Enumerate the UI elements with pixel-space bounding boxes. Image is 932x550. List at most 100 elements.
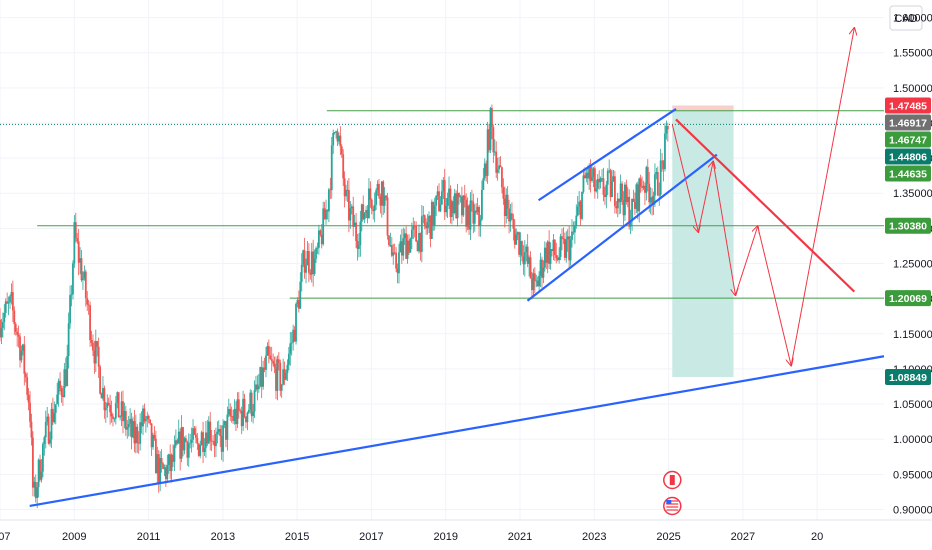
price-badge: 1.46917 xyxy=(885,114,931,131)
time-tick-label: 2013 xyxy=(211,531,235,543)
candle-body xyxy=(403,233,406,239)
candle-body xyxy=(233,408,236,421)
candle-body xyxy=(343,178,346,197)
candle-body xyxy=(235,408,237,425)
event-icons[interactable] xyxy=(663,470,682,516)
candle-body xyxy=(418,233,420,252)
candle-body xyxy=(486,129,489,176)
candle-body xyxy=(536,280,539,287)
trendlines[interactable] xyxy=(29,108,885,508)
price-badge-label: 1.20069 xyxy=(889,293,927,305)
projection-path[interactable] xyxy=(671,28,854,366)
candle-body xyxy=(419,233,422,252)
projection-segment[interactable] xyxy=(697,162,713,232)
projection-segment[interactable] xyxy=(790,28,854,366)
candle-body xyxy=(64,369,67,387)
candle-body xyxy=(210,440,213,442)
trendline[interactable] xyxy=(675,118,856,293)
candle-body xyxy=(0,319,1,338)
candle-body xyxy=(273,363,276,368)
candle-body xyxy=(455,193,458,219)
candle-body xyxy=(459,196,462,198)
candle-body xyxy=(227,409,230,415)
candle-body xyxy=(290,342,293,344)
price-tick-label: 1.35000 xyxy=(893,188,932,200)
candle-body xyxy=(479,219,482,226)
candle-body xyxy=(43,437,46,445)
usa-flag-icon[interactable] xyxy=(663,496,682,516)
candle-body xyxy=(518,232,520,255)
candle-body xyxy=(335,131,337,133)
candle-body xyxy=(126,427,129,430)
projection-segment[interactable] xyxy=(712,161,735,296)
candle-body xyxy=(360,204,363,222)
candle-body xyxy=(137,442,140,444)
candle-body xyxy=(114,403,117,419)
price-badge-label: 1.46747 xyxy=(889,135,927,147)
candle-body xyxy=(368,188,370,219)
candle-body xyxy=(20,350,23,361)
candle-body xyxy=(33,481,36,488)
candle-body xyxy=(116,392,119,404)
candle-body xyxy=(593,168,596,192)
candle-body xyxy=(90,340,93,343)
candle-body xyxy=(425,224,428,229)
candle-body xyxy=(465,199,468,227)
price-badge: 1.30380 xyxy=(885,217,931,234)
candle-body xyxy=(279,362,282,391)
projection-segment[interactable] xyxy=(734,226,757,296)
candle-body xyxy=(226,414,229,440)
candle-body xyxy=(63,369,66,398)
candle-body xyxy=(409,238,412,253)
candle-body xyxy=(92,342,94,351)
grid xyxy=(0,0,884,520)
candle-body xyxy=(107,402,110,406)
candle-body xyxy=(328,189,330,212)
candle-body xyxy=(569,239,572,261)
candle-body xyxy=(269,355,272,360)
projection-segment[interactable] xyxy=(757,226,791,365)
candle-body xyxy=(450,201,453,218)
price-badge-bg xyxy=(885,148,931,165)
candle-body xyxy=(522,256,525,265)
take-profit-zone[interactable] xyxy=(672,110,734,378)
candle-body xyxy=(100,393,103,399)
candle-body xyxy=(358,245,360,249)
candle-body xyxy=(548,241,551,264)
candle-body xyxy=(292,329,295,343)
candle-body xyxy=(257,386,260,390)
candle-body xyxy=(232,416,234,421)
candle-body xyxy=(426,222,429,229)
candle-body xyxy=(109,405,112,413)
price-badge: 1.46747 xyxy=(885,131,931,148)
candle-body xyxy=(416,241,419,252)
candle-body xyxy=(266,346,269,356)
candle-body xyxy=(535,280,538,282)
stop-loss-zone[interactable] xyxy=(672,105,734,111)
candle-body xyxy=(140,422,143,427)
time-axis[interactable]: 2007 2009 2011 2013 2015 2017 2019 2021 2023 2025… xyxy=(0,519,932,550)
projection-segment[interactable] xyxy=(671,124,698,232)
candle-body xyxy=(471,200,473,203)
candle-body xyxy=(3,312,6,323)
candle-body xyxy=(412,225,415,230)
candle-body xyxy=(659,160,662,195)
candle-body xyxy=(139,422,142,444)
candle-body xyxy=(375,190,377,205)
candle-body xyxy=(664,133,666,170)
trendline[interactable] xyxy=(29,355,885,508)
currency-label[interactable]: CAD xyxy=(894,13,917,25)
trendline[interactable] xyxy=(537,108,677,202)
candle-body xyxy=(509,213,512,222)
candle-body xyxy=(402,238,405,256)
price-axis[interactable]: CAD 1.600001.550001.500001.450001.400001… xyxy=(884,0,932,550)
position-tool[interactable] xyxy=(672,105,734,378)
candle-body xyxy=(338,135,340,142)
candle-body xyxy=(299,281,302,309)
candle-body xyxy=(389,245,392,246)
candle-body xyxy=(39,459,41,480)
candle-body xyxy=(44,421,47,438)
candle-body xyxy=(255,384,257,391)
canada-flag-icon[interactable] xyxy=(663,470,682,490)
